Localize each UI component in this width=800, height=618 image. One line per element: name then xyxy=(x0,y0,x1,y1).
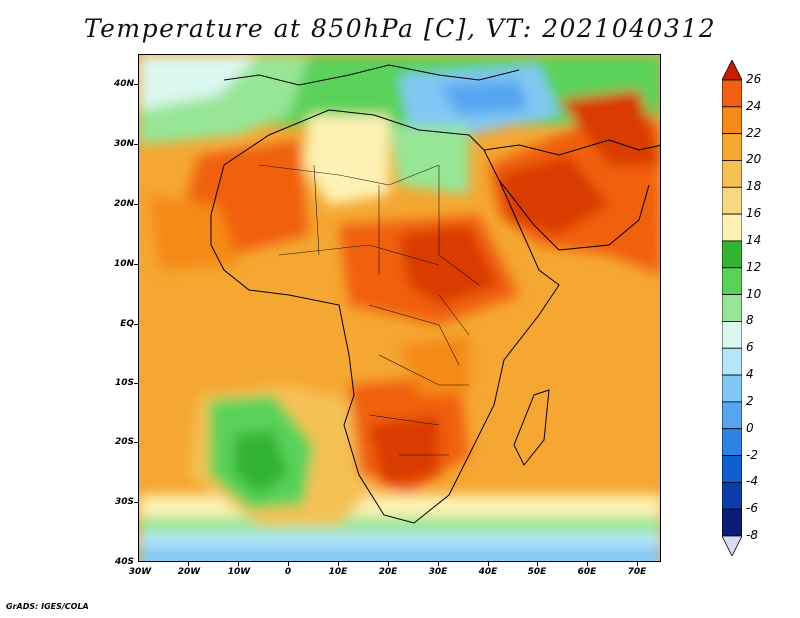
borders xyxy=(258,164,480,456)
africa-coastline xyxy=(210,109,560,524)
lon-label-20w: 20W xyxy=(177,567,201,577)
lon-tick xyxy=(238,562,239,566)
lat-label-20n: 20N xyxy=(113,199,134,209)
colorbar-label: 8 xyxy=(746,313,754,328)
lon-label-30w: 30W xyxy=(128,567,152,577)
temperature-map xyxy=(138,54,661,562)
lon-tick xyxy=(488,562,489,566)
lon-label-0: 0 xyxy=(284,567,292,577)
colorbar-label: 14 xyxy=(746,232,762,247)
lon-label-10w: 10W xyxy=(227,567,251,577)
lat-label-40n: 40N xyxy=(113,79,134,89)
colorbar-label: -8 xyxy=(746,528,758,542)
lon-tick xyxy=(188,562,189,566)
colorbar-label: 22 xyxy=(746,125,762,140)
lon-tick xyxy=(288,562,289,566)
colorbar-label: -6 xyxy=(746,501,758,516)
colorbar-swatch xyxy=(722,240,742,269)
lon-tick xyxy=(537,562,538,566)
colorbar-label: 4 xyxy=(746,367,754,382)
lat-label-eq: EQ xyxy=(120,319,134,329)
credit-text: GrADS: IGES/COLA xyxy=(6,602,89,611)
lat-label-10s: 10S xyxy=(114,378,134,388)
lon-label-10e: 10E xyxy=(328,567,348,577)
lon-label-30e: 30E xyxy=(428,567,448,577)
mediterranean-coast xyxy=(223,64,520,86)
colorbar-label: 16 xyxy=(746,206,762,221)
lon-tick xyxy=(587,562,588,566)
lon-label-20e: 20E xyxy=(378,567,398,577)
coastlines xyxy=(210,64,660,524)
colorbar-label: -4 xyxy=(746,474,758,489)
colorbar-label: -2 xyxy=(746,447,758,462)
lat-tick xyxy=(134,442,138,443)
lon-label-40e: 40E xyxy=(478,567,498,577)
lat-tick xyxy=(134,383,138,384)
lat-tick xyxy=(134,204,138,205)
lat-label-30n: 30N xyxy=(113,139,134,149)
lat-label-30s: 30S xyxy=(114,497,134,507)
colorbar-swatch xyxy=(722,455,742,483)
colorbar-swatch xyxy=(722,294,742,322)
lat-label-20s: 20S xyxy=(114,437,134,447)
colorbar-swatch xyxy=(722,508,742,537)
lon-label-50e: 50E xyxy=(527,567,547,577)
lat-label-40s: 40S xyxy=(114,557,134,567)
colorbar-bottom-arrow xyxy=(722,535,742,556)
colorbar-label: 20 xyxy=(746,152,762,167)
colorbar-label: 10 xyxy=(746,286,762,301)
colorbar-label: 24 xyxy=(746,98,762,113)
lat-tick xyxy=(134,144,138,145)
lon-tick xyxy=(388,562,389,566)
colorbar-swatch xyxy=(722,79,742,108)
lon-label-60e: 60E xyxy=(577,567,597,577)
colorbar-swatch xyxy=(722,401,742,430)
colorbar-label: 6 xyxy=(746,340,754,355)
lon-tick xyxy=(438,562,439,566)
arabia-coastline xyxy=(483,139,660,251)
colorbar-swatch xyxy=(722,160,742,188)
colorbar-swatch xyxy=(722,347,742,376)
lat-tick xyxy=(134,264,138,265)
colorbar-label: 18 xyxy=(746,179,762,194)
colorbar-swatch xyxy=(722,321,742,349)
colorbar-label: 26 xyxy=(746,72,762,86)
lat-tick xyxy=(134,502,138,503)
colorbar-label: 0 xyxy=(746,420,754,435)
madagascar-coastline xyxy=(513,389,550,466)
lat-tick xyxy=(134,324,138,325)
colorbar-swatch xyxy=(722,213,742,242)
colorbar-swatch xyxy=(722,267,742,295)
lon-tick xyxy=(637,562,638,566)
colorbar-swatch xyxy=(722,186,742,215)
colorbar-swatch xyxy=(722,481,742,510)
colorbar-label: 12 xyxy=(746,259,762,274)
colorbar xyxy=(722,60,742,556)
colorbar-swatch xyxy=(722,428,742,456)
colorbar-top-arrow xyxy=(722,60,742,81)
lat-tick xyxy=(134,84,138,85)
colorbar-label: 2 xyxy=(746,393,754,408)
temperature-field xyxy=(139,55,660,561)
lon-label-70e: 70E xyxy=(627,567,647,577)
colorbar-swatch xyxy=(722,133,742,161)
lat-label-10n: 10N xyxy=(113,259,134,269)
lon-tick xyxy=(338,562,339,566)
colorbar-swatch xyxy=(722,106,742,135)
colorbar-swatch xyxy=(722,374,742,403)
map-title: Temperature at 850hPa [C], VT: 202104031… xyxy=(83,14,717,43)
